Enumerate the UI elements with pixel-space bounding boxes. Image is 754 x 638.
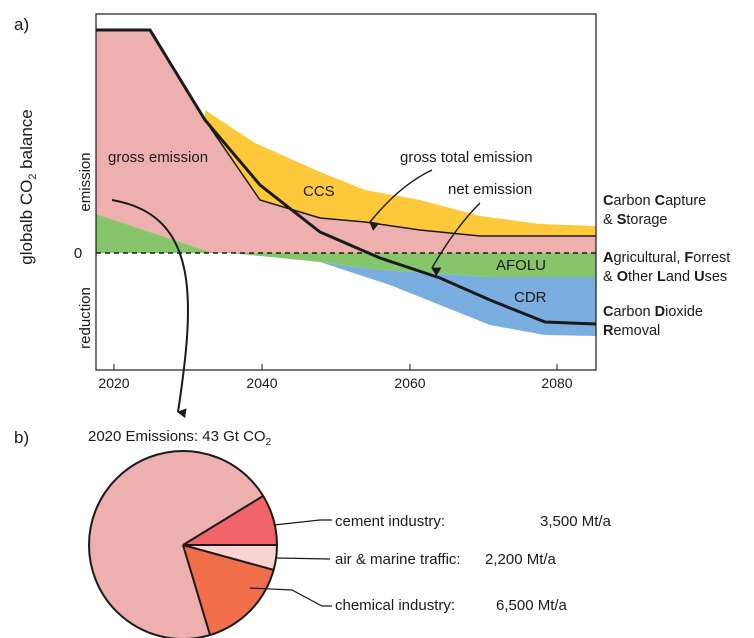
pie-chart: [88, 450, 278, 638]
emission-label: emission: [77, 152, 94, 211]
gross-total-emission-line: [204, 119, 596, 237]
pie-value-air-marine-traffic: 2,200 Mt/a: [485, 551, 557, 568]
cdr-area: [230, 253, 596, 336]
net-emission-label: net emission: [448, 181, 532, 198]
legend-afolu-line2: & Other Land Uses: [603, 269, 727, 285]
ccs-label: CCS: [303, 183, 335, 200]
pie-slice-chemical-industry: [183, 545, 274, 635]
x-tick-label: 2080: [541, 375, 572, 391]
afolu-label: AFOLU: [496, 257, 546, 274]
pie-link-arrow: [111, 199, 189, 419]
legend-cdr-line2: Removal: [603, 323, 660, 339]
stacked-area-plot: [96, 28, 596, 336]
x-tick-label: 2040: [246, 375, 277, 391]
panel-a-tag: a): [14, 15, 29, 34]
legend-cdr-line1: Carbon Dioxide: [603, 304, 703, 320]
gross-total-emission-label: gross total emission: [400, 149, 533, 166]
afolu-area: [96, 214, 596, 277]
pie-value-chemical-industry: 6,500 Mt/a: [496, 597, 568, 614]
x-axis: 2020 2040 2060 2080: [98, 364, 573, 391]
pie-value-cement-industry: 3,500 Mt/a: [540, 513, 612, 530]
plot-frame: [95, 13, 597, 371]
cdr-label: CDR: [514, 289, 547, 306]
x-tick-label: 2060: [394, 375, 425, 391]
pie-label-cement-industry: cement industry:: [335, 513, 445, 530]
y-axis-title: globalb CO2 balance: [17, 109, 39, 264]
pie-slice-cement-industry: [183, 496, 277, 545]
gross-emission-area: [96, 30, 596, 253]
pie-leaders: [249, 519, 332, 607]
y-zero-label: 0: [74, 245, 82, 262]
legend-ccs-line1: Carbon Capture: [603, 193, 706, 209]
callout-arrows: [111, 169, 481, 419]
panel-b-tag: b): [14, 428, 29, 447]
ccs-area: [205, 110, 596, 236]
x-tick-label: 2020: [98, 375, 129, 391]
net-emission-line: [96, 28, 596, 326]
pie-label-air-marine-traffic: air & marine traffic:: [335, 551, 461, 568]
gross-emission-label: gross emission: [108, 149, 208, 166]
pie-title: 2020 Emissions: 43 Gt CO2: [88, 428, 272, 448]
pie-label-chemical-industry: chemical industry:: [335, 597, 455, 614]
reduction-label: reduction: [77, 287, 94, 349]
legend-afolu-line1: Agricultural, Forrest: [603, 250, 730, 266]
legend-ccs-line2: & Storage: [603, 212, 668, 228]
